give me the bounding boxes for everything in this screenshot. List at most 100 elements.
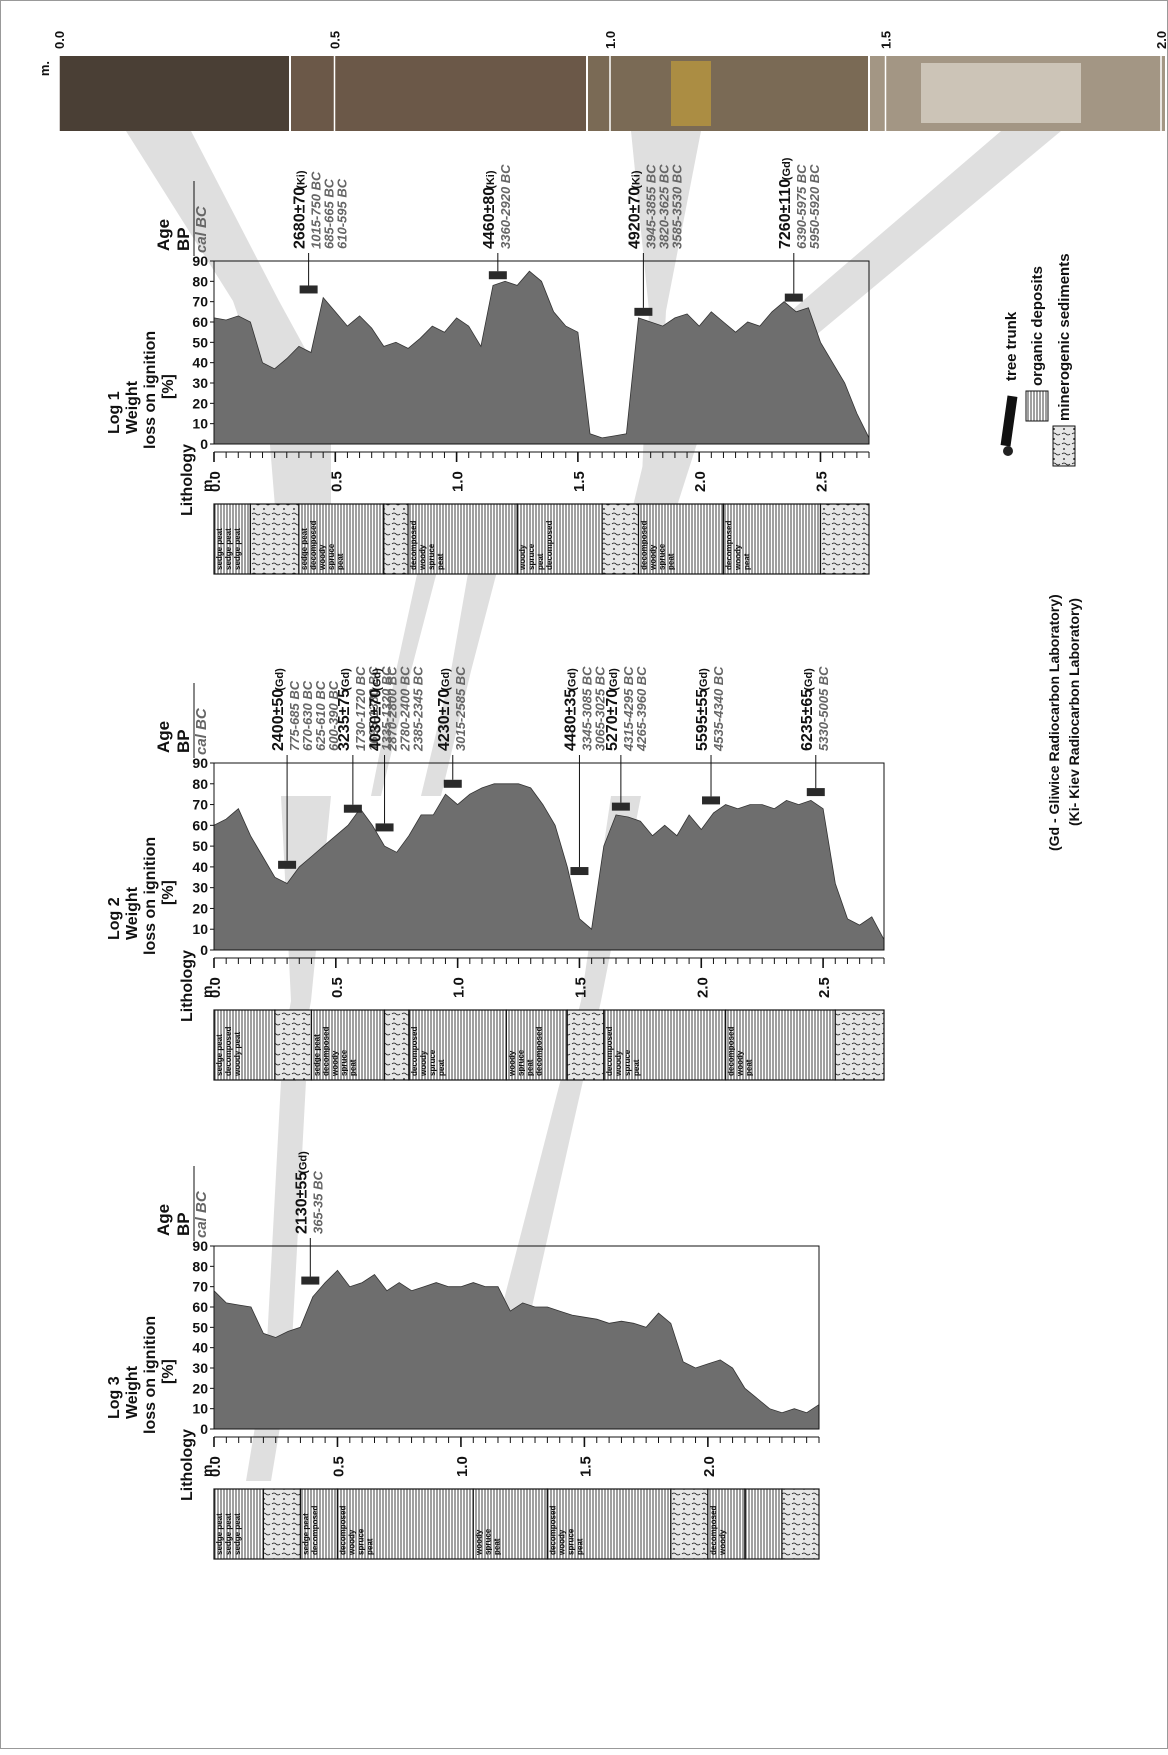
lithology-unit-text: spruce bbox=[339, 1049, 348, 1076]
sample-cal-range: 625-610 BC bbox=[313, 680, 328, 751]
y-tick-label: 0 bbox=[200, 1421, 208, 1437]
sample-lab: (Gd) bbox=[297, 1151, 309, 1174]
sample-cal-range: 1695-1380 BC bbox=[366, 666, 381, 751]
y-axis-label-line3: [%] bbox=[160, 880, 177, 905]
y-axis-label-line2: loss on ignition bbox=[142, 1316, 159, 1434]
lithology-unit-text: decomposed bbox=[310, 1506, 319, 1555]
sample-cal-range: 3820-3625 BC bbox=[656, 164, 671, 249]
bp-header: BP bbox=[174, 1212, 193, 1236]
loi-area-series bbox=[213, 783, 885, 951]
sample-marker bbox=[301, 1276, 320, 1285]
legend-minerogenic: minerogenic sediments bbox=[1052, 253, 1076, 467]
depth-tick-label: 2.5 bbox=[813, 471, 830, 492]
sample-cal-range: 4535-4340 BC bbox=[711, 666, 726, 752]
photo-scale-tick-label: 0.5 bbox=[328, 31, 343, 49]
lithology-unit bbox=[566, 1009, 605, 1081]
y-tick-label: 70 bbox=[192, 797, 208, 813]
lithology-unit bbox=[781, 1488, 820, 1560]
sample-marker bbox=[343, 804, 362, 813]
sample-age-bp: 6235±65 bbox=[799, 689, 816, 751]
y-tick-label: 60 bbox=[192, 314, 208, 330]
legend: tree trunk organic deposits minerogenic … bbox=[1000, 253, 1082, 851]
lithology-unit-text: spruce bbox=[658, 543, 667, 570]
lithology-unit bbox=[637, 503, 725, 575]
sample-lab: (Gd) bbox=[781, 157, 793, 180]
correlation-band bbox=[126, 131, 331, 556]
lithology-unit bbox=[336, 1488, 474, 1560]
y-tick-label: 20 bbox=[192, 900, 208, 916]
correlation-band bbox=[246, 1081, 306, 1481]
y-tick-label: 30 bbox=[192, 880, 208, 896]
y-tick-label: 20 bbox=[192, 1380, 208, 1396]
sample-lab: (Ki) bbox=[485, 170, 497, 189]
depth-tick-label: 2.0 bbox=[692, 471, 709, 492]
sample-marker bbox=[611, 802, 630, 811]
core-photo-pale-section bbox=[921, 63, 1081, 123]
lithology-label: Lithology bbox=[179, 1429, 196, 1501]
lithology-unit-text: decomposed bbox=[409, 521, 418, 570]
depth-unit-label: m. bbox=[199, 476, 215, 492]
y-axis-label-line1: Weight bbox=[124, 886, 141, 940]
lithology-unit-text: sedge peat bbox=[224, 1513, 233, 1555]
lithology-unit bbox=[722, 503, 822, 575]
lithology-unit-text: decomposed bbox=[534, 1027, 543, 1076]
legend-lab-gd: (Gd - Gliwice Radiocarbon Laboratory) bbox=[1046, 594, 1062, 851]
lithology-unit-text: sedge peat bbox=[312, 1034, 321, 1076]
sample-cal-range: 2870-2800 BC bbox=[385, 666, 400, 752]
lithology-unit-text: woody bbox=[557, 1529, 566, 1556]
y-tick-label: 80 bbox=[192, 273, 208, 289]
sample-marker bbox=[784, 293, 803, 302]
lithology-unit-text: woody peat bbox=[233, 1032, 242, 1077]
organic-deposits-swatch bbox=[1025, 390, 1049, 422]
sample-marker bbox=[634, 307, 653, 316]
lithology-unit bbox=[601, 503, 640, 575]
depth-tick-label: 0.0 bbox=[207, 471, 224, 492]
sample-cal-range: 3945-3855 BC bbox=[643, 164, 658, 249]
lithology-unit bbox=[213, 503, 251, 575]
lithology-unit-text: sedge peat bbox=[215, 1513, 224, 1555]
y-axis-label-line3: [%] bbox=[160, 1359, 177, 1384]
lithology-unit-text: decomposed bbox=[724, 521, 733, 570]
y-axis-label-line1: Weight bbox=[124, 380, 141, 434]
sample-marker bbox=[375, 823, 394, 832]
sample-cal-range: 1335-1320 BC bbox=[379, 666, 394, 751]
depth-tick-label: 2.5 bbox=[816, 977, 833, 998]
y-axis-label-line3: [%] bbox=[160, 374, 177, 399]
lithology-unit-text: decomposed bbox=[548, 1506, 557, 1555]
photo-scale-tick-label: 1.5 bbox=[879, 31, 894, 49]
sample-cal-range: 3015-2585 BC bbox=[453, 666, 468, 751]
lithology-unit bbox=[546, 1488, 672, 1560]
sample-cal-range: 5330-5005 BC bbox=[816, 666, 831, 751]
y-tick-label: 50 bbox=[192, 1319, 208, 1335]
sample-cal-range: 3585-3530 BC bbox=[669, 164, 684, 249]
sample-age-bp: 2400±50 bbox=[270, 689, 287, 751]
lithology-unit-text: sedge peat bbox=[233, 1513, 242, 1555]
lithology-unit-text: peat bbox=[632, 1059, 641, 1076]
lithology-unit-text: peat bbox=[492, 1538, 501, 1555]
sample-age-bp: 3235±75 bbox=[336, 689, 353, 751]
lithology-unit-text: peat bbox=[525, 1059, 534, 1076]
correlation-band bbox=[371, 556, 441, 796]
lithology-unit bbox=[310, 1009, 386, 1081]
sample-cal-range: 610-595 BC bbox=[335, 178, 350, 249]
y-tick-label: 40 bbox=[192, 1340, 208, 1356]
lithology-unit-text: decomposed bbox=[545, 521, 554, 570]
sample-cal-range: 4315-4295 BC bbox=[621, 666, 636, 752]
core-photo-segment-3 bbox=[588, 56, 868, 131]
depth-tick-label: 0.0 bbox=[207, 1456, 224, 1477]
cal-bc-header: cal BC bbox=[193, 707, 210, 755]
sample-age-bp: 4920±70 bbox=[626, 187, 643, 249]
lithology-unit-text: spruce bbox=[566, 1528, 575, 1555]
sample-lab: (Ki) bbox=[296, 170, 308, 189]
age-header: Age bbox=[154, 219, 173, 251]
lithology-unit-text: peat bbox=[667, 553, 676, 570]
y-tick-label: 40 bbox=[192, 355, 208, 371]
y-tick-label: 30 bbox=[192, 375, 208, 391]
y-tick-label: 20 bbox=[192, 395, 208, 411]
y-tick-label: 50 bbox=[192, 838, 208, 854]
sample-marker bbox=[278, 860, 297, 869]
lithology-unit-text: spruce bbox=[327, 543, 336, 570]
lithology-unit-text: peat bbox=[575, 1538, 584, 1555]
